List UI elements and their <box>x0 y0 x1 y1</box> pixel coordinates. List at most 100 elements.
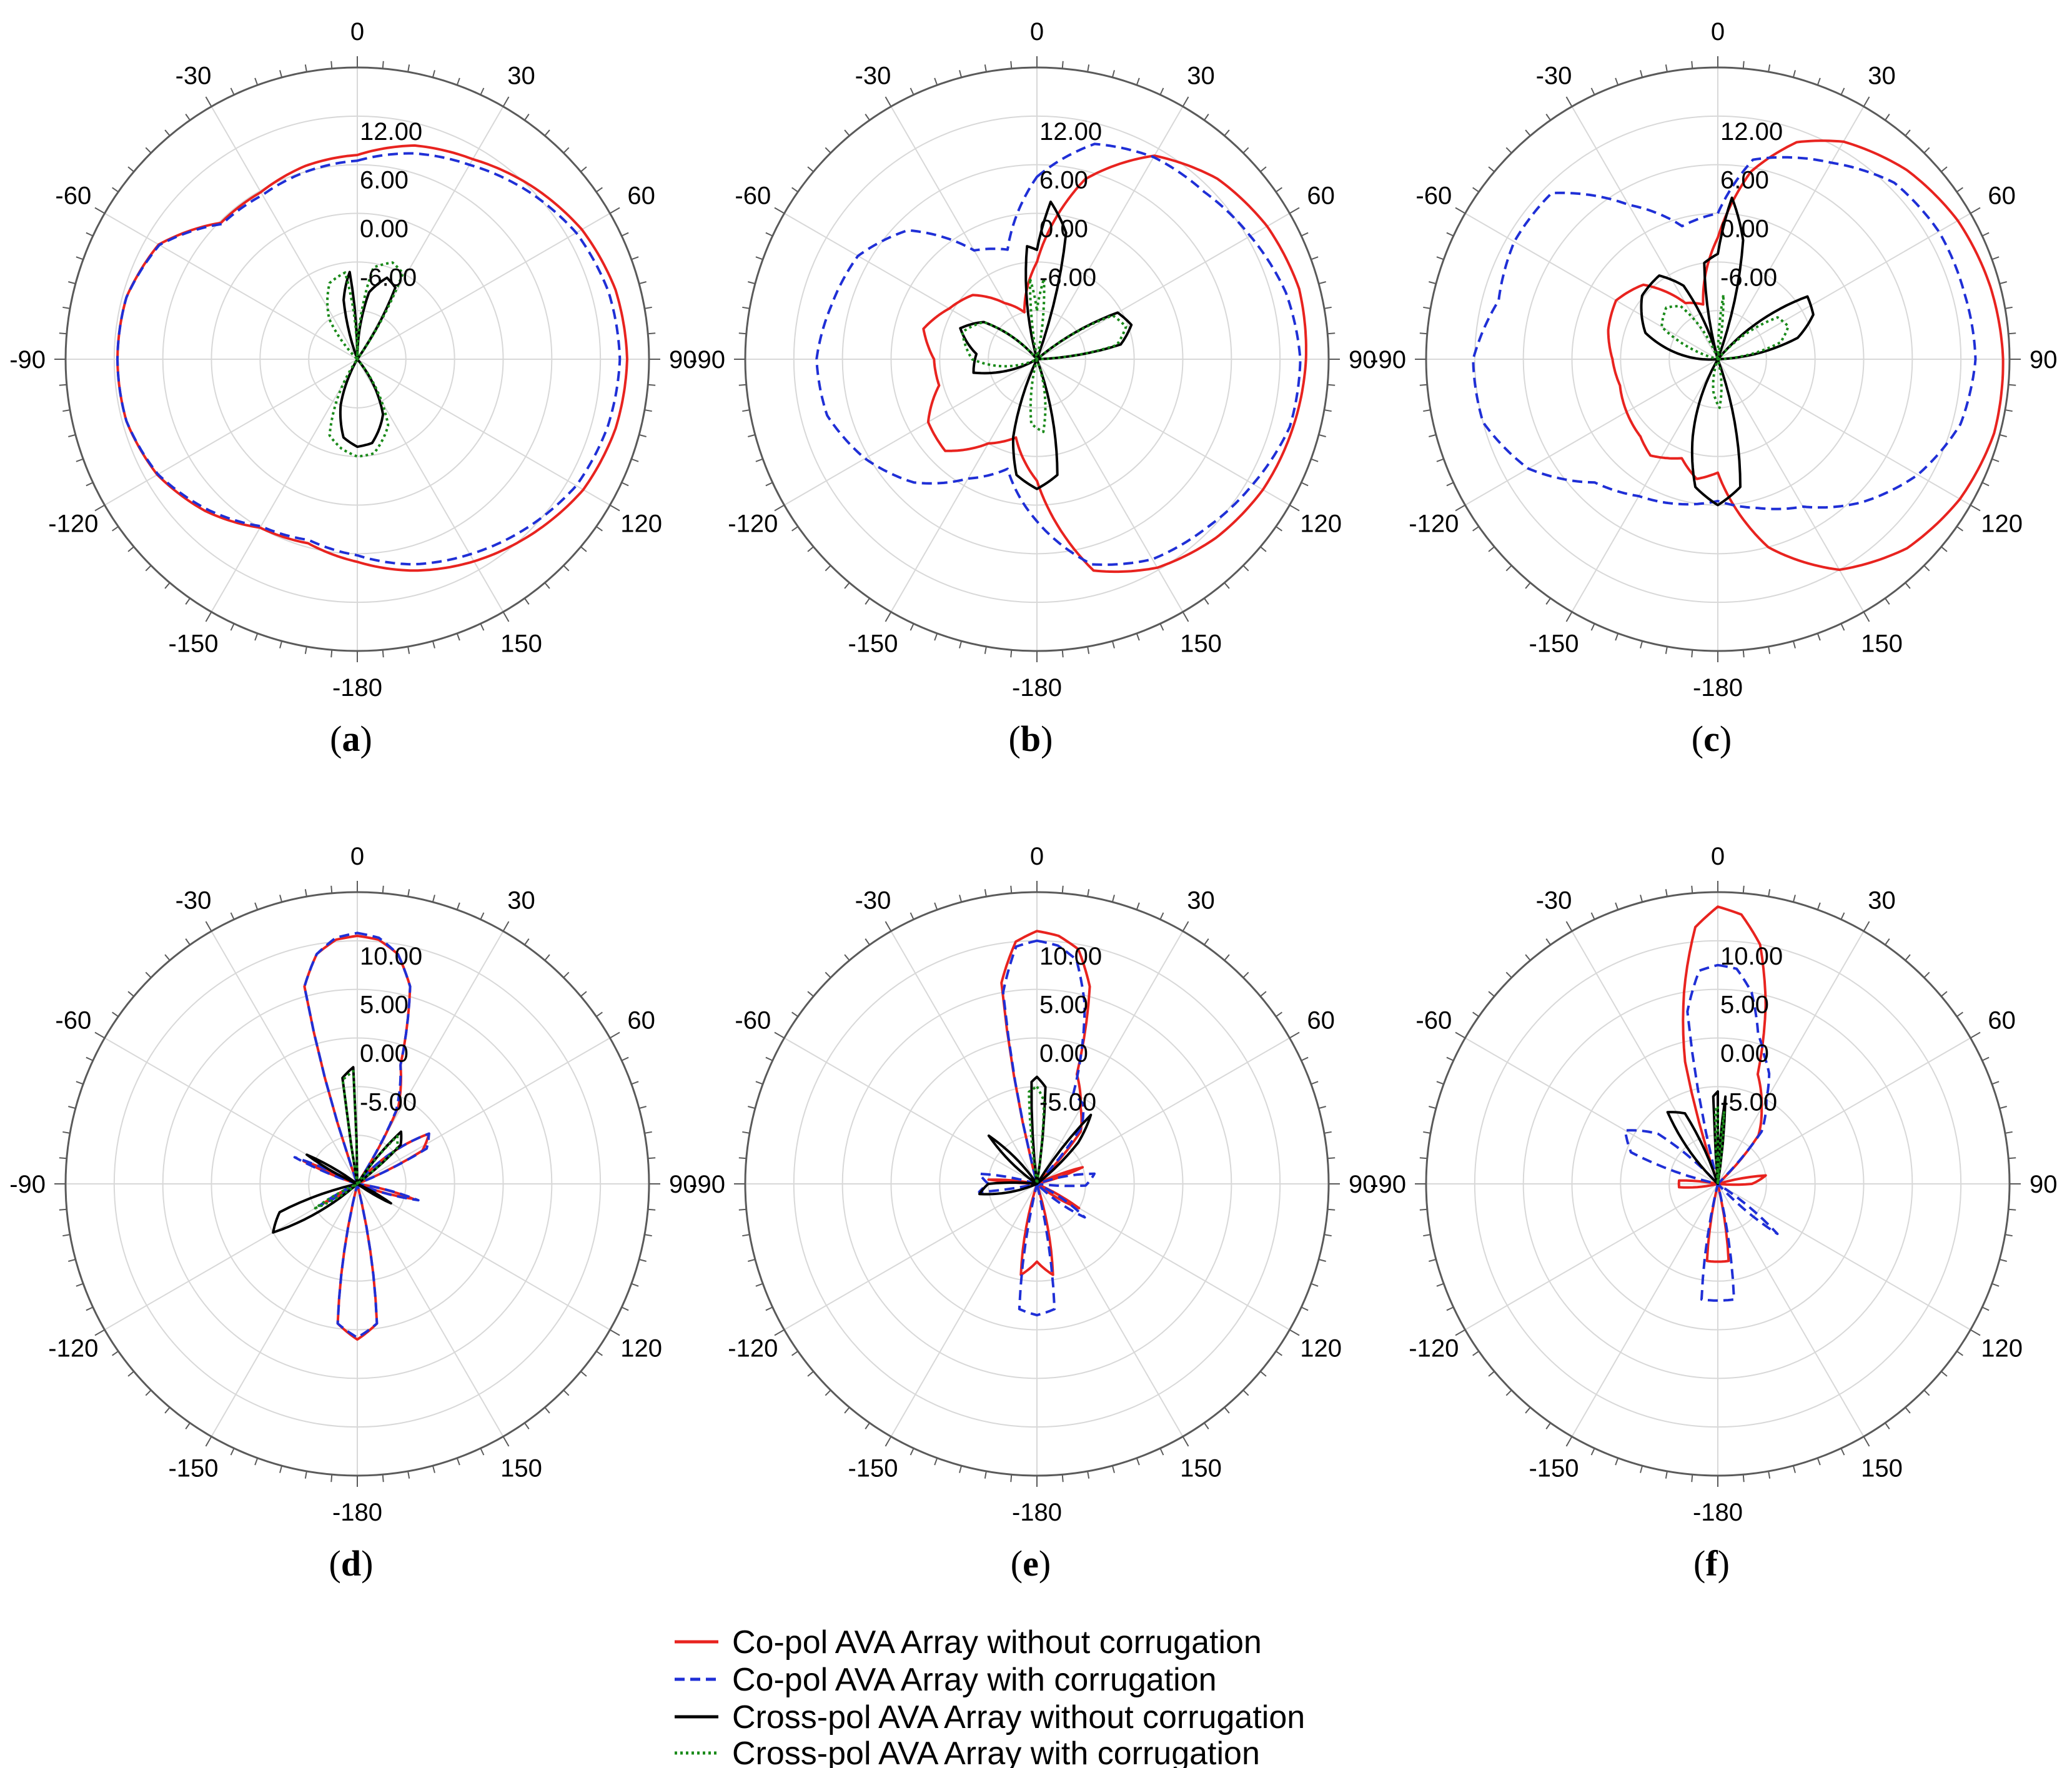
angle-tick <box>791 1011 799 1017</box>
angle-tick <box>774 1031 785 1039</box>
angle-tick <box>910 1448 915 1456</box>
angle-tick <box>330 61 333 69</box>
angle-tick <box>595 1011 603 1017</box>
angle-tick <box>738 1208 746 1211</box>
series-line-3 <box>961 277 1128 434</box>
angle-tick <box>742 306 750 309</box>
grid-spoke <box>1465 359 1718 506</box>
grid-spoke <box>1571 106 1718 360</box>
ring-label: 0.00 <box>360 1040 409 1068</box>
angle-tick <box>68 434 76 437</box>
angle-tick <box>1111 895 1115 903</box>
angle-tick <box>1923 565 1930 572</box>
angle-tick <box>1242 1389 1249 1396</box>
angle-tick <box>112 187 119 192</box>
angle-tick <box>1301 1056 1309 1061</box>
angle-tick <box>755 1081 763 1085</box>
angle-tick <box>1429 281 1437 285</box>
angle-tick <box>230 1448 235 1456</box>
angle-tick <box>112 1011 119 1017</box>
angle-tick <box>1275 1351 1282 1356</box>
grid-spoke <box>890 1183 1038 1437</box>
angle-tick <box>432 1465 435 1473</box>
angle-tick <box>1615 1458 1619 1466</box>
angle-tick <box>609 207 620 214</box>
series-line-1 <box>1472 156 1977 510</box>
angle-tick <box>1615 633 1619 641</box>
angle-tick <box>934 1458 938 1466</box>
angle-tick <box>1324 1131 1332 1134</box>
angle-tick <box>742 1234 750 1237</box>
grid-spoke <box>890 106 1038 360</box>
angle-tick <box>1665 646 1668 654</box>
angle-tick <box>765 232 773 237</box>
angle-tick <box>748 281 756 285</box>
angle-tick <box>456 1458 460 1466</box>
angle-tick <box>1525 129 1531 136</box>
angle-tick <box>502 1436 510 1447</box>
angle-tick <box>1565 611 1573 622</box>
ring-label: -6.00 <box>360 264 417 291</box>
angle-tick <box>1159 87 1164 96</box>
angle-tick <box>1640 1465 1643 1473</box>
legend-label-2: Cross-pol AVA Array without corrugation <box>732 1699 1305 1736</box>
angle-label: -120 <box>1409 1335 1459 1363</box>
angle-tick <box>1472 1011 1480 1017</box>
angle-tick <box>563 565 570 572</box>
angle-label: 150 <box>1180 1455 1222 1482</box>
angle-tick <box>631 458 639 462</box>
angle-label: 30 <box>1187 886 1215 914</box>
angle-label: 0 <box>1711 18 1725 46</box>
angle-tick <box>1311 458 1319 462</box>
angle-tick <box>1525 582 1531 589</box>
angle-tick <box>1182 96 1189 107</box>
angle-tick <box>279 895 283 903</box>
angle-tick <box>638 1106 647 1110</box>
angle-tick <box>1301 482 1309 487</box>
angle-tick <box>2008 332 2016 335</box>
angle-tick <box>1742 885 1745 893</box>
angle-tick <box>885 611 892 622</box>
angle-tick <box>480 87 485 96</box>
grid-spoke <box>1571 1183 1718 1437</box>
angle-tick <box>1472 187 1480 192</box>
grid-spoke <box>1036 1037 1290 1184</box>
angle-tick <box>1885 938 1890 946</box>
angle-tick <box>185 597 191 605</box>
angle-tick <box>1318 281 1326 285</box>
angle-tick <box>1840 912 1845 920</box>
angle-tick <box>205 611 212 622</box>
angle-label: -90 <box>1370 1171 1406 1198</box>
angle-tick <box>1311 1081 1319 1085</box>
angle-tick <box>1275 526 1282 532</box>
angle-tick <box>502 96 510 107</box>
angle-tick <box>1136 1458 1140 1466</box>
angle-tick <box>1956 1011 1963 1017</box>
angle-tick <box>1923 147 1930 154</box>
angle-tick <box>254 902 259 910</box>
angle-tick <box>1742 1474 1745 1482</box>
angle-label: -30 <box>176 62 212 89</box>
angle-label: 150 <box>1861 630 1903 658</box>
angle-tick <box>865 597 870 605</box>
angle-tick <box>1665 889 1668 897</box>
angle-tick <box>279 1465 283 1473</box>
angle-tick <box>1817 1458 1821 1466</box>
angle-tick <box>1956 526 1963 532</box>
angle-tick <box>76 1081 84 1085</box>
angle-tick <box>638 1258 647 1262</box>
angle-tick <box>825 971 831 978</box>
angle-tick <box>934 633 938 641</box>
angle-label: 120 <box>620 510 662 538</box>
angle-tick <box>68 281 76 285</box>
angle-tick <box>112 1351 119 1356</box>
grid-spoke <box>1571 359 1718 612</box>
angle-tick <box>609 1031 620 1039</box>
grid-spoke <box>890 359 1038 612</box>
angle-tick <box>76 458 84 462</box>
grid-spoke <box>1717 1037 1971 1184</box>
panel-b: 0 30 60 90 120 150 -180 -150 -120 -90 -60 -30 12.00 6… <box>689 18 1376 759</box>
angle-tick <box>959 1465 963 1473</box>
angle-tick <box>1301 232 1309 237</box>
